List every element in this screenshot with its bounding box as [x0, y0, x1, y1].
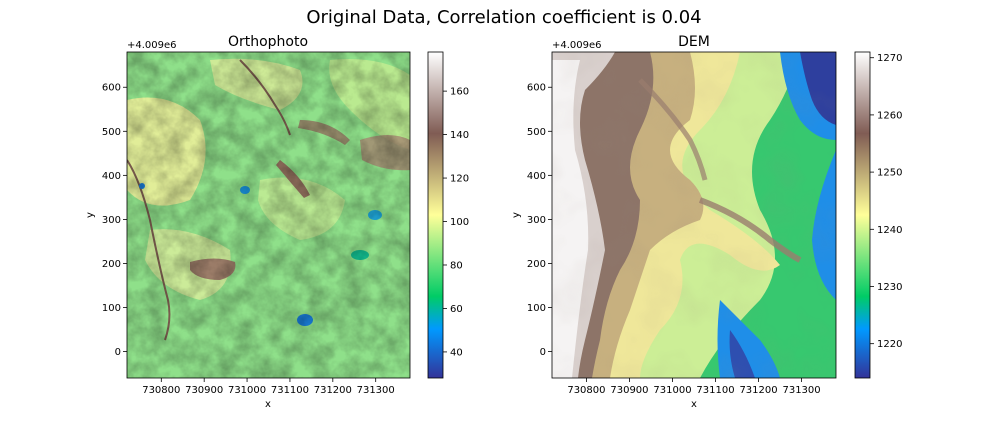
dem-y-axis: 0 100 200 300 400 500 600 — [527, 83, 552, 358]
orthophoto-y-tick-label: 200 — [102, 259, 121, 270]
dem-colorbar-tick-label: 1250 — [877, 168, 902, 179]
dem-x-tick-label: 731300 — [782, 385, 820, 396]
figure-title: Original Data, Correlation coefficient i… — [306, 7, 701, 28]
dem-y-tick-label: 300 — [527, 215, 546, 226]
dem-colorbar-tick-label: 1220 — [877, 339, 902, 350]
dem-x-tick-label: 731200 — [739, 385, 777, 396]
orthophoto-y-tick-label: 100 — [102, 303, 121, 314]
orthophoto-colorbar: 40 60 80 100 120 140 160 — [427, 51, 469, 379]
orthophoto-x-tick-label: 730900 — [185, 385, 223, 396]
dem-y-tick-label: 200 — [527, 259, 546, 270]
orthophoto-y-tick-label: 500 — [102, 127, 121, 138]
orthophoto-y-label: y — [85, 212, 96, 218]
orthophoto-colorbar-tick-label: 140 — [450, 130, 469, 141]
orthophoto-image — [127, 52, 410, 378]
dem-y-tick-label: 400 — [527, 171, 546, 182]
orthophoto-x-tick-label: 731100 — [271, 385, 309, 396]
dem-y-tick-label: 100 — [527, 303, 546, 314]
orthophoto-title: Orthophoto — [228, 34, 308, 50]
orthophoto-x-axis: 730800 730900 731000 731100 731200 731300 — [142, 378, 395, 396]
dem-colorbar-tick-label: 1240 — [877, 225, 902, 236]
orthophoto-x-label: x — [265, 399, 271, 410]
dem-x-tick-label: 731100 — [696, 385, 734, 396]
orthophoto-y-offset-label: +4.009e6 — [127, 40, 177, 51]
dem-image — [552, 52, 836, 378]
orthophoto-colorbar-tick-label: 100 — [450, 217, 469, 228]
dem-y-tick-label: 500 — [527, 127, 546, 138]
orthophoto-x-tick-label: 731000 — [228, 385, 266, 396]
dem-colorbar-gradient — [854, 51, 871, 379]
dem-x-tick-label: 730900 — [610, 385, 648, 396]
dem-colorbar-tick-label: 1230 — [877, 282, 902, 293]
orthophoto-colorbar-tick-label: 120 — [450, 174, 469, 185]
orthophoto-x-tick-label: 731200 — [314, 385, 352, 396]
orthophoto-y-axis: 0 100 200 300 400 500 600 — [102, 83, 127, 358]
dem-colorbar-tick-label: 1260 — [877, 110, 902, 121]
dem-y-offset-label: +4.009e6 — [552, 40, 602, 51]
dem-x-tick-label: 730800 — [567, 385, 605, 396]
dem-y-tick-label: 600 — [527, 83, 546, 94]
dem-colorbar-tick-label: 1270 — [877, 53, 902, 64]
orthophoto-colorbar-tick-label: 160 — [450, 87, 469, 98]
dem-x-axis: 730800 730900 731000 731100 731200 731300 — [567, 378, 821, 396]
orthophoto-y-tick-label: 600 — [102, 83, 121, 94]
orthophoto-colorbar-gradient — [427, 51, 444, 379]
orthophoto-panel: Orthophoto +4.009e6 7 — [85, 34, 469, 410]
orthophoto-colorbar-tick-label: 80 — [450, 260, 463, 271]
orthophoto-frame — [126, 51, 411, 379]
orthophoto-y-tick-label: 300 — [102, 215, 121, 226]
orthophoto-colorbar-tick-label: 40 — [450, 347, 463, 358]
orthophoto-colorbar-tick-label: 60 — [450, 304, 463, 315]
dem-x-tick-label: 731000 — [653, 385, 691, 396]
dem-frame — [551, 51, 837, 379]
orthophoto-x-tick-label: 731300 — [357, 385, 395, 396]
dem-y-tick-label: 0 — [540, 347, 546, 358]
orthophoto-x-tick-label: 730800 — [142, 385, 180, 396]
dem-x-label: x — [691, 399, 697, 410]
orthophoto-y-tick-label: 0 — [115, 347, 121, 358]
orthophoto-y-tick-label: 400 — [102, 171, 121, 182]
dem-panel: DEM +4.009e6 730800 730900 731000 731100 731… — [511, 34, 902, 410]
dem-y-label: y — [511, 212, 522, 218]
dem-colorbar: 1220 1230 1240 1250 1260 1270 — [854, 51, 902, 379]
dem-title: DEM — [678, 34, 710, 50]
